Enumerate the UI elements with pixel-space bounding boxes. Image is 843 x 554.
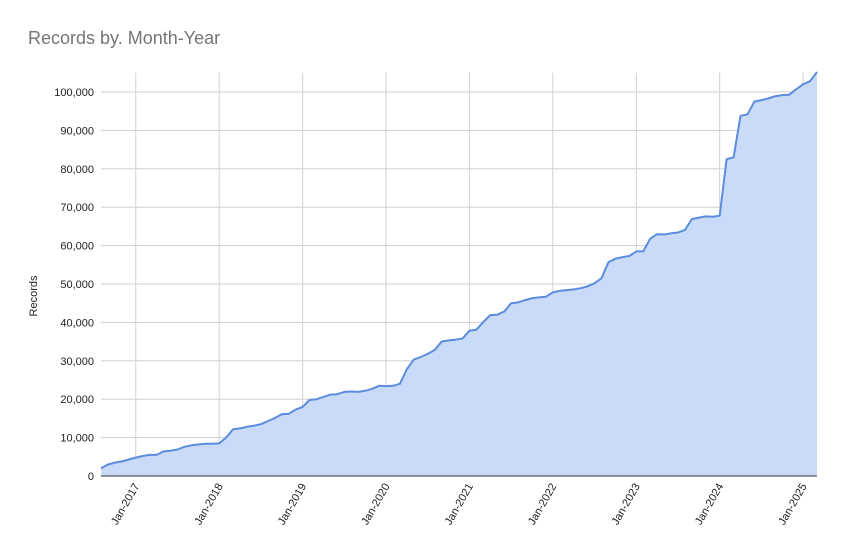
area-fill <box>101 72 817 476</box>
x-tick-label: Jan-2021 <box>443 482 476 528</box>
x-tick-label: Jan-2020 <box>359 482 392 528</box>
y-tick-label: 40,000 <box>60 317 94 329</box>
y-tick-label: 60,000 <box>60 241 94 253</box>
x-tick-label: Jan-2024 <box>693 482 726 528</box>
x-tick-label: Jan-2019 <box>276 482 309 528</box>
y-tick-label: 20,000 <box>60 394 94 406</box>
y-tick-label: 80,000 <box>60 164 94 176</box>
x-tick-label: Jan-2023 <box>610 482 643 528</box>
x-tick-label: Jan-2025 <box>776 482 809 528</box>
y-tick-label: 70,000 <box>60 202 94 214</box>
y-tick-label: 0 <box>88 471 94 483</box>
y-tick-label: 10,000 <box>60 433 94 445</box>
y-tick-label: 100,000 <box>54 87 94 99</box>
area-line <box>100 71 818 470</box>
y-tick-label: 30,000 <box>60 356 94 368</box>
y-axis-label: Records <box>28 275 40 316</box>
chart-title: Records by. Month-Year <box>28 28 220 48</box>
x-tick-label: Jan-2022 <box>526 482 559 528</box>
y-tick-label: 50,000 <box>60 279 94 291</box>
x-tick-label: Jan-2017 <box>109 482 142 528</box>
x-tick-label: Jan-2018 <box>192 482 225 528</box>
y-tick-label: 90,000 <box>60 125 94 137</box>
